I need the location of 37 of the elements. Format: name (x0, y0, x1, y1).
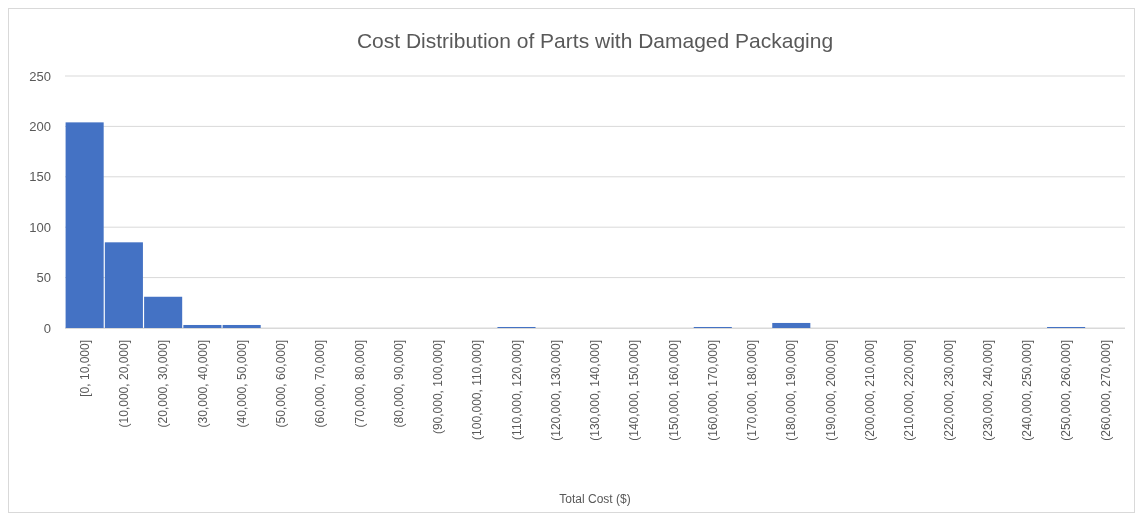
x-tick-label: (60,000, 70,000] (313, 340, 328, 428)
y-tick-label: 100 (29, 219, 51, 235)
x-tick-label: (80,000, 90,000] (391, 340, 406, 428)
x-tick-label: (240,000, 250,000] (1020, 340, 1035, 441)
x-tick-label: (250,000, 260,000] (1059, 340, 1074, 441)
x-tick-label: (260,000, 270,000] (1098, 340, 1113, 441)
x-tick-label: (160,000, 170,000] (705, 340, 720, 441)
x-tick-label: (200,000, 210,000] (863, 340, 878, 441)
x-tick-label: (140,000, 150,000] (627, 340, 642, 441)
bar (222, 324, 261, 328)
x-tick-label: (190,000, 200,000] (823, 340, 838, 441)
x-tick-label: (120,000, 130,000] (548, 340, 563, 441)
x-tick-label: (180,000, 190,000] (784, 340, 799, 441)
x-tick-label: (170,000, 180,000] (745, 340, 760, 441)
x-tick-label: (10,000, 20,000] (117, 340, 132, 428)
x-tick-label: (40,000, 50,000] (234, 340, 249, 428)
x-tick-label: (20,000, 30,000] (156, 340, 171, 428)
x-axis-title: Total Cost ($) (559, 492, 631, 506)
x-tick-label: (50,000, 60,000] (274, 340, 289, 428)
x-tick-label: [0, 10,000] (77, 340, 92, 397)
x-tick-label: (70,000, 80,000] (352, 340, 367, 428)
bar (772, 322, 811, 328)
y-tick-label: 0 (43, 320, 51, 336)
y-tick-label: 250 (29, 68, 51, 84)
x-tick-label: (150,000, 160,000] (666, 340, 681, 441)
y-tick-label: 150 (29, 169, 51, 185)
x-tick-label: (100,000, 110,000] (470, 340, 485, 440)
x-tick-label: (90,000, 100,000] (431, 340, 446, 435)
y-tick-label: 200 (29, 118, 51, 134)
x-tick-label: (110,000, 120,000] (509, 340, 524, 440)
x-tick-label: (220,000, 230,000] (941, 340, 956, 441)
x-tick-label: (130,000, 140,000] (588, 340, 603, 441)
x-tick-label: (30,000, 40,000] (195, 340, 210, 428)
y-tick-label: 50 (36, 270, 51, 286)
x-tick-label: (210,000, 220,000] (902, 340, 917, 441)
chart-title: Cost Distribution of Parts with Damaged Packaging (356, 29, 834, 52)
x-tick-label: (230,000, 240,000] (980, 340, 995, 441)
